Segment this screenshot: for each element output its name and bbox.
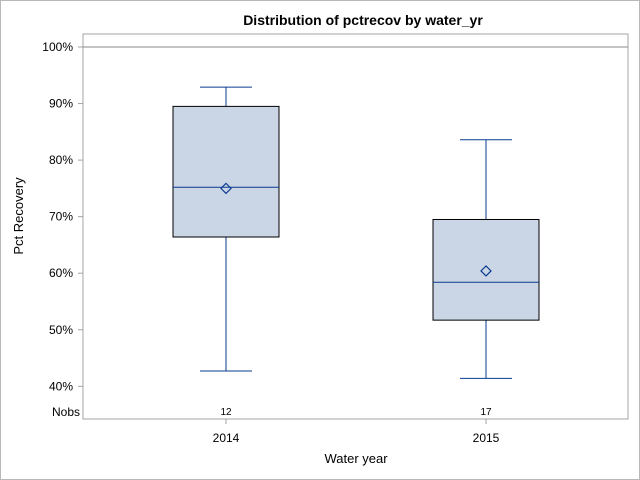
x-tick-label: 2014	[213, 431, 240, 445]
x-tick-label: 2015	[473, 431, 500, 445]
nobs-value: 17	[480, 407, 492, 418]
y-tick-label: 90%	[49, 97, 73, 111]
chart-title: Distribution of pctrecov by water_yr	[243, 12, 483, 28]
nobs-label: Nobs	[52, 405, 80, 419]
y-axis-label: Pct Recovery	[11, 177, 26, 255]
x-axis-label: Water year	[324, 451, 388, 466]
y-tick-label: 60%	[49, 266, 73, 280]
box-2014	[172, 105, 280, 238]
mean-marker	[220, 182, 232, 195]
y-tick-label: 100%	[42, 40, 73, 54]
plot-frame	[82, 33, 629, 420]
mean-marker	[480, 265, 492, 277]
box-2015	[432, 218, 540, 321]
y-tick-label: 50%	[49, 323, 73, 337]
y-tick-label: 70%	[49, 210, 73, 224]
nobs-value: 12	[220, 407, 232, 418]
y-tick-label: 40%	[49, 379, 73, 393]
y-tick-label: 80%	[49, 153, 73, 167]
